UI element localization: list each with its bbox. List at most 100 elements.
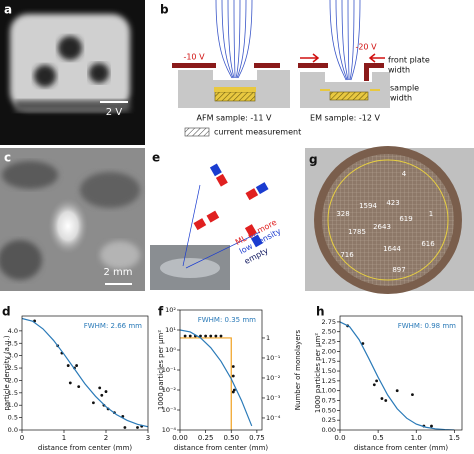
y2-tick-label: 10⁻⁴ — [266, 414, 281, 422]
dark-spot — [58, 36, 82, 60]
annotation: FWHM: 2.66 mm — [84, 322, 142, 330]
y-tick-label: 10⁻⁴ — [162, 426, 177, 434]
y-axis-label: 1000 particles per µm² — [157, 330, 165, 410]
legend-label: current measurement — [214, 128, 301, 137]
y-tick-label: 1.75 — [322, 357, 336, 365]
y-tick-label: 10¹ — [165, 326, 176, 334]
panel-a: 2 V a — [0, 0, 145, 145]
count-label: 897 — [392, 266, 405, 274]
data-point — [375, 379, 378, 383]
x-tick-label: 0.25 — [198, 434, 214, 442]
count-label: 1785 — [348, 228, 366, 236]
front-plate — [364, 63, 384, 68]
y-tick-label: 1.00 — [322, 387, 336, 395]
data-point — [411, 393, 414, 397]
y2-axis-label: Number of monolayers — [294, 329, 302, 410]
data-point — [68, 381, 72, 385]
count-label: 619 — [399, 215, 412, 223]
count-label: 423 — [386, 199, 399, 207]
voltage-label: -20 V — [355, 43, 377, 52]
x-tick-label: 1.0 — [411, 434, 422, 442]
wires-left — [215, 0, 253, 79]
data-point — [430, 424, 433, 428]
front-plate — [364, 63, 369, 81]
panel-b: b -10 V -20 V front plate width sample w… — [160, 0, 430, 137]
x-tick-label: 3 — [146, 434, 150, 442]
fit-line — [22, 317, 148, 428]
annotation: sample — [390, 84, 419, 93]
data-point — [92, 401, 95, 405]
plot-frame — [339, 315, 463, 431]
data-point — [209, 334, 213, 338]
wires-right — [329, 0, 361, 81]
texture — [80, 172, 140, 208]
panel-e: e ML or more low density empty — [150, 151, 283, 290]
count-label: 716 — [340, 251, 354, 259]
annotation: width — [388, 66, 410, 75]
y-tick-label: 1.0 — [8, 401, 18, 409]
y-tick-label: 2.0 — [8, 376, 18, 384]
y-axis-label: particle density (a.u.) — [3, 335, 11, 410]
y2-tick-label: 10⁻² — [266, 374, 281, 382]
data-point — [231, 374, 235, 378]
annotation: FWHM: 0.35 mm — [198, 316, 256, 324]
data-point — [66, 364, 70, 367]
scale-label: 2 mm — [103, 267, 132, 278]
x-tick-label: 0.50 — [223, 434, 239, 442]
data-point — [188, 334, 192, 338]
data-point — [123, 426, 127, 429]
y-tick-label: 0.50 — [322, 406, 336, 414]
y-tick-label: 3.0 — [8, 352, 18, 360]
y2-tick-label: 10⁻¹ — [266, 354, 281, 362]
fit-line — [180, 329, 253, 427]
plot-frame — [21, 315, 149, 431]
arrow — [368, 53, 385, 63]
x-axis-label: distance from center (mm) — [354, 444, 449, 452]
data-point — [77, 385, 81, 389]
data-point — [98, 386, 102, 390]
bright-spot — [48, 198, 88, 254]
data-point — [104, 390, 108, 393]
caption: AFM sample: -11 V — [197, 114, 272, 123]
y2-tick-label: 10⁻³ — [266, 394, 281, 402]
afm-sample-top — [214, 87, 256, 92]
y-tick-label: 2.25 — [322, 338, 336, 346]
y-tick-label: 0.0 — [8, 426, 18, 434]
texture — [0, 240, 42, 280]
panel-letter: d — [2, 305, 11, 319]
panel-g: g 4 1594 423 328 619 1 1785 2643 716 1644 616 897 — [305, 146, 474, 294]
y2-tick-label: 1 — [266, 334, 270, 342]
x-tick-label: 1 — [62, 434, 66, 442]
scale-label: 2 V — [106, 107, 123, 118]
y-tick-label: 2.50 — [322, 328, 336, 336]
data-point — [231, 390, 235, 394]
data-point — [395, 389, 399, 393]
x-axis-label: distance from center (mm) — [174, 444, 269, 452]
data-point — [204, 334, 208, 338]
data-point — [214, 334, 218, 338]
x-tick-label: 0.00 — [172, 434, 188, 442]
count-label: 1594 — [359, 202, 377, 210]
panel-letter: e — [152, 151, 160, 165]
data-point — [100, 393, 104, 397]
data-point — [136, 426, 139, 429]
y-tick-label: 1.25 — [322, 377, 336, 385]
y-tick-label: 10⁻¹ — [162, 366, 177, 374]
front-plate — [254, 63, 280, 68]
annotation: width — [390, 94, 412, 103]
y-tick-label: 0.75 — [322, 397, 336, 405]
y-tick-label: 0.5 — [8, 414, 18, 422]
texture — [2, 161, 58, 189]
y-tick-label: 1.5 — [8, 389, 18, 397]
count-label: 4 — [402, 170, 407, 178]
y-axis-label: 1000 particles per µm² — [314, 333, 322, 413]
em-sample — [329, 91, 369, 101]
data-point — [231, 365, 235, 368]
data-point — [219, 334, 223, 338]
count-label: 2643 — [373, 223, 391, 231]
panel-letter: b — [160, 3, 169, 17]
data-point — [183, 334, 187, 338]
grid — [322, 154, 454, 286]
data-point — [75, 364, 78, 367]
